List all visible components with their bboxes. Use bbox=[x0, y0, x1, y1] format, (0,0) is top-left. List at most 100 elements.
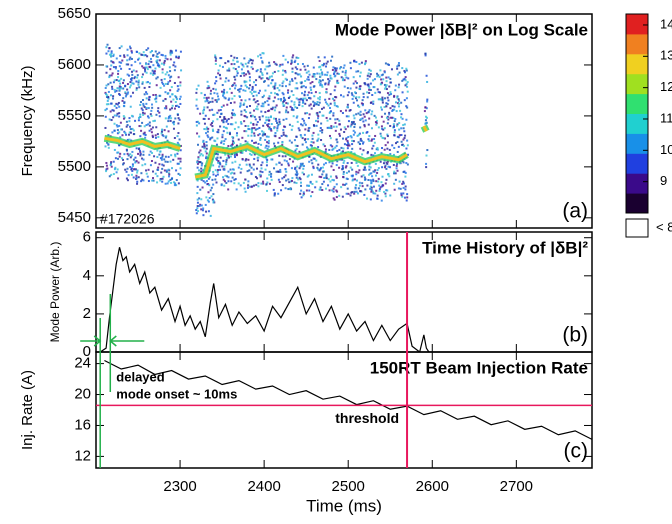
spectrum-speckle bbox=[346, 147, 349, 150]
spectrum-speckle bbox=[387, 118, 390, 121]
spectrum-speckle bbox=[395, 164, 398, 167]
spectrum-speckle bbox=[303, 94, 306, 97]
spectrum-speckle bbox=[202, 140, 205, 143]
spectrum-speckle bbox=[215, 100, 218, 103]
spectrum-speckle bbox=[144, 136, 147, 139]
spectrum-speckle bbox=[223, 165, 226, 168]
spectrum-speckle bbox=[403, 123, 406, 126]
spectrum-speckle bbox=[263, 80, 266, 83]
spectrum-speckle bbox=[273, 87, 276, 90]
spectrum-speckle bbox=[144, 70, 147, 73]
spectrum-speckle bbox=[245, 163, 248, 166]
spectrum-speckle bbox=[202, 214, 205, 217]
spectrum-speckle bbox=[178, 138, 181, 141]
spectrum-speckle bbox=[405, 82, 408, 85]
spectrum-speckle bbox=[338, 123, 341, 126]
spectrum-speckle bbox=[212, 164, 215, 167]
spectrum-speckle bbox=[156, 133, 159, 136]
spectrum-speckle bbox=[320, 166, 323, 169]
spectrum-speckle bbox=[135, 50, 138, 53]
spectrum-speckle bbox=[312, 73, 315, 76]
spectrum-speckle bbox=[116, 157, 119, 160]
spectrum-speckle bbox=[140, 53, 143, 56]
spectrum-speckle bbox=[384, 164, 387, 167]
spectrum-speckle bbox=[197, 143, 200, 146]
spectrum-speckle bbox=[215, 57, 218, 60]
spectrum-speckle bbox=[351, 174, 354, 177]
spectrum-speckle bbox=[385, 80, 388, 83]
spectrum-speckle bbox=[289, 80, 292, 83]
spectrum-speckle bbox=[126, 48, 129, 51]
spectrum-speckle bbox=[401, 195, 404, 198]
spectrum-speckle bbox=[283, 159, 286, 162]
spectrum-speckle bbox=[335, 189, 338, 192]
spectrum-speckle bbox=[147, 123, 150, 126]
spectrum-speckle bbox=[425, 121, 428, 124]
spectrum-speckle bbox=[267, 139, 270, 142]
spectrum-speckle bbox=[116, 103, 119, 106]
spectrum-speckle bbox=[317, 168, 320, 171]
spectrum-speckle bbox=[123, 116, 126, 119]
spectrum-speckle bbox=[233, 95, 236, 98]
spectrum-speckle bbox=[281, 73, 284, 76]
spectrum-speckle bbox=[135, 160, 138, 163]
spectrum-speckle bbox=[158, 115, 161, 118]
onset-label: mode onset ~ 10ms bbox=[116, 386, 237, 401]
spectrum-speckle bbox=[236, 70, 239, 73]
spectrum-speckle bbox=[164, 54, 167, 57]
spectrum-speckle bbox=[232, 67, 235, 70]
spectrum-speckle bbox=[164, 117, 167, 120]
spectrum-speckle bbox=[284, 58, 287, 61]
spectrum-speckle bbox=[278, 161, 281, 164]
spectrum-speckle bbox=[244, 99, 247, 102]
spectrum-speckle bbox=[127, 63, 130, 66]
spectrum-speckle bbox=[113, 129, 116, 132]
spectrum-speckle bbox=[402, 138, 405, 141]
spectrum-speckle bbox=[294, 59, 297, 62]
spectrum-speckle bbox=[211, 136, 214, 139]
spectrum-speckle bbox=[233, 127, 236, 130]
spectrum-speckle bbox=[236, 57, 239, 60]
spectrum-speckle bbox=[251, 85, 254, 88]
spectrum-speckle bbox=[161, 180, 164, 183]
spectrum-speckle bbox=[238, 90, 241, 93]
spectrum-speckle bbox=[264, 133, 267, 136]
spectrum-speckle bbox=[335, 138, 338, 141]
spectrum-speckle bbox=[150, 159, 153, 162]
spectrum-speckle bbox=[134, 119, 137, 122]
spectrum-speckle bbox=[273, 70, 276, 73]
spectrum-speckle bbox=[351, 143, 354, 146]
spectrum-speckle bbox=[270, 129, 273, 132]
spectrum-speckle bbox=[355, 82, 358, 85]
spectrum-speckle bbox=[284, 99, 287, 102]
spectrum-speckle bbox=[302, 99, 305, 102]
spectrum-speckle bbox=[322, 170, 325, 173]
spectrum-speckle bbox=[385, 178, 388, 181]
spectrum-speckle bbox=[126, 138, 129, 141]
spectrum-speckle bbox=[164, 57, 167, 60]
spectrum-speckle bbox=[244, 84, 247, 87]
spectrum-speckle bbox=[228, 67, 231, 70]
spectrum-speckle bbox=[127, 154, 130, 157]
spectrum-speckle bbox=[378, 189, 381, 192]
panel-title: 150RT Beam Injection Rate bbox=[370, 358, 588, 377]
spectrum-speckle bbox=[281, 102, 284, 105]
spectrum-speckle bbox=[196, 162, 199, 165]
spectrum-speckle bbox=[264, 101, 267, 104]
spectrum-speckle bbox=[367, 72, 370, 75]
spectrum-speckle bbox=[233, 142, 236, 145]
spectrum-speckle bbox=[282, 118, 285, 121]
spectrum-speckle bbox=[309, 181, 312, 184]
spectrum-speckle bbox=[129, 131, 132, 134]
spectrum-speckle bbox=[104, 126, 107, 129]
spectrum-speckle bbox=[155, 61, 158, 64]
spectrum-speckle bbox=[125, 120, 128, 123]
spectrum-speckle bbox=[264, 146, 267, 149]
spectrum-speckle bbox=[374, 116, 377, 119]
spectrum-speckle bbox=[354, 97, 357, 100]
spectrum-speckle bbox=[111, 109, 114, 112]
spectrum-speckle bbox=[222, 90, 225, 93]
spectrum-speckle bbox=[169, 178, 172, 181]
spectrum-speckle bbox=[231, 168, 234, 171]
spectrum-speckle bbox=[171, 121, 174, 124]
